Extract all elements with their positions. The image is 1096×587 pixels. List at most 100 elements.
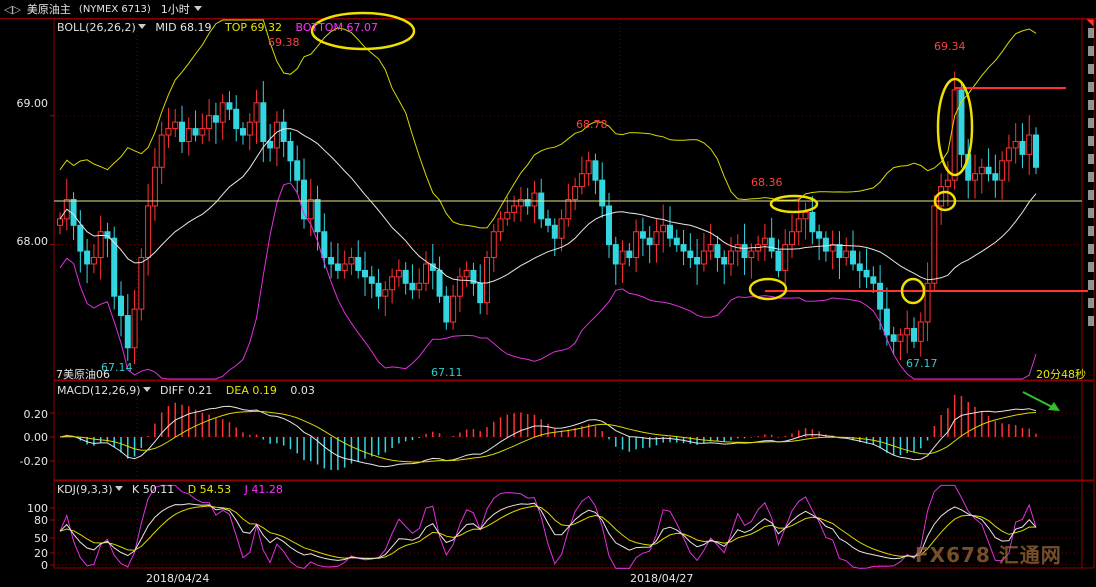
candle-up: [931, 205, 938, 284]
candle-up: [158, 134, 165, 168]
candle-up: [131, 308, 138, 349]
candle-down: [687, 250, 694, 259]
countdown-timer: 20分48秒: [1036, 368, 1086, 381]
candle-up: [633, 231, 640, 259]
candle-down: [477, 282, 484, 304]
annotation-ellipse: [769, 194, 819, 214]
macd-axis-label: 0.20: [23, 408, 49, 421]
candle-up: [382, 289, 389, 297]
macd-dea-line: [59, 410, 1037, 463]
candle-down: [212, 115, 219, 123]
candle-up: [843, 250, 850, 259]
price-high-label: 69.38: [268, 36, 300, 49]
candle-down: [551, 224, 558, 239]
candle-up: [700, 250, 707, 265]
candle-down: [741, 244, 748, 259]
candle-down: [443, 295, 450, 323]
macd-indicator-name[interactable]: MACD(12,26,9): [57, 384, 151, 397]
chevron-down-icon[interactable]: [142, 387, 151, 396]
candle-up: [748, 250, 755, 259]
side-text-fragment: [1088, 244, 1094, 254]
macd-name-text: MACD(12,26,9): [57, 384, 141, 397]
side-text-fragment: [1088, 136, 1094, 146]
candle-up: [395, 269, 402, 278]
kdj-indicator-name[interactable]: KDJ(9,3,3): [57, 483, 123, 496]
boll-bottom: BOTTOM 67.07: [295, 21, 378, 34]
candle-down: [870, 276, 877, 284]
candle-down: [233, 108, 240, 130]
side-text-fragment: [1088, 82, 1094, 92]
macd-diff: DIFF 0.21: [160, 384, 213, 397]
kdj-axis-label: 0: [41, 559, 48, 572]
boll-mid: MID 68.19: [155, 21, 212, 34]
candle-up: [924, 282, 931, 323]
price-high-label: 69.34: [934, 40, 966, 53]
boll-name-text: BOLL(26,26,2): [57, 21, 136, 34]
date-label: 2018/04/27: [630, 572, 694, 585]
candle-up: [660, 224, 667, 233]
annotation-ellipse: [936, 77, 974, 177]
side-text-fragment: [1088, 100, 1094, 110]
side-text-fragment: [1088, 226, 1094, 236]
candle-down: [280, 121, 287, 142]
candle-down: [606, 205, 612, 246]
candle-up: [307, 199, 314, 220]
candle-up: [951, 89, 958, 181]
candle-down: [70, 199, 77, 226]
candle-down: [355, 257, 362, 271]
candle-up: [219, 102, 226, 123]
price-axis-label: 68.00: [16, 235, 49, 248]
candle-up: [185, 128, 192, 142]
annotation-ellipse: [310, 11, 416, 51]
timeframe-selector[interactable]: 1小时: [161, 1, 202, 17]
candle-down: [822, 237, 829, 252]
kdj-axis-label: 100: [27, 502, 48, 515]
macd-axis-label: 0.00: [23, 431, 49, 444]
chevron-down-icon[interactable]: [137, 24, 146, 33]
candle-down: [883, 308, 890, 336]
candle-up: [456, 276, 463, 297]
candle-up: [450, 295, 457, 323]
candle-up: [145, 205, 152, 259]
candle-down: [680, 244, 687, 252]
candle-up: [728, 250, 734, 265]
candle-down: [809, 211, 816, 233]
candle-down: [911, 327, 917, 342]
candle-up: [707, 244, 714, 252]
candle-up: [138, 257, 145, 310]
candle-down: [639, 231, 646, 239]
candle-down: [192, 128, 199, 136]
candle-down: [409, 282, 416, 291]
candle-down: [877, 282, 884, 310]
candle-down: [375, 282, 382, 297]
candle-up: [389, 276, 396, 291]
panel-border: [53, 380, 1095, 481]
candle-up: [897, 334, 904, 342]
candle-up: [172, 121, 179, 130]
boll-top: TOP 69.32: [225, 21, 283, 34]
candle-up: [199, 128, 206, 136]
candle-down: [77, 224, 84, 252]
macd-dea: DEA 0.19: [225, 384, 277, 397]
candle-up: [578, 173, 585, 188]
boll-indicator-name[interactable]: BOLL(26,26,2): [57, 21, 146, 34]
chevron-down-icon[interactable]: [114, 486, 123, 495]
corner-marker-icon: [1086, 19, 1094, 27]
candle-down: [368, 276, 375, 284]
side-text-fragment: [1088, 172, 1094, 182]
candle-down: [328, 257, 335, 265]
nav-arrows-icon[interactable]: ◁▷: [4, 2, 21, 16]
candle-up: [944, 179, 951, 188]
price-high-label: 68.78: [576, 118, 608, 131]
candle-down: [124, 315, 131, 349]
candle-down: [334, 263, 341, 271]
side-text-fragment: [1088, 298, 1094, 308]
kdj-header: KDJ(9,3,3) K 50.11 D 54.53 J 41.28: [57, 483, 283, 496]
candle-down: [694, 257, 701, 265]
candle-down: [850, 250, 856, 265]
candle-up: [416, 282, 423, 291]
candle-up: [490, 231, 497, 259]
trend-arrow: [1022, 391, 1057, 410]
side-text-fragment: [1088, 154, 1094, 164]
